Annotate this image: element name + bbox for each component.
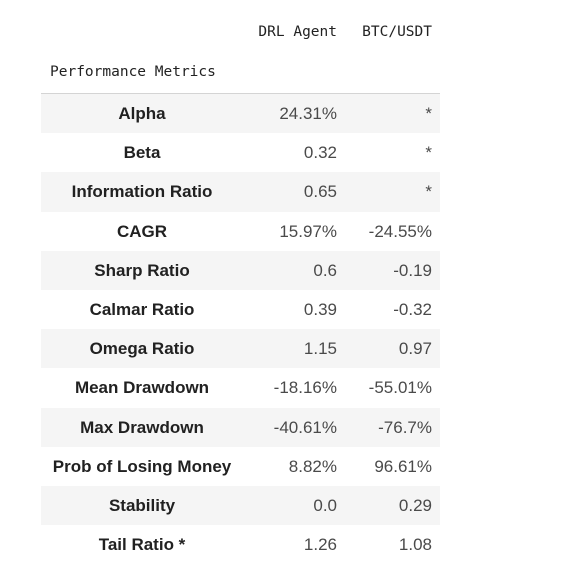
btc-usdt-value: * <box>425 182 432 202</box>
btc-usdt-value: -76.7% <box>378 417 432 437</box>
metric-name: Calmar Ratio <box>89 299 195 319</box>
btc-usdt-value: -0.19 <box>393 260 432 280</box>
drl-agent-value: -40.61% <box>273 417 337 437</box>
performance-metrics-table: DRL Agent BTC/USDT Performance Metrics A… <box>41 14 440 564</box>
table-row: Stability 0.0 0.29 <box>41 485 440 526</box>
metric-name: Stability <box>108 495 176 515</box>
drl-agent-value: -18.16% <box>273 378 337 398</box>
table-row: Tail Ratio * 1.26 1.08 <box>41 525 440 564</box>
drl-agent-value: 0.6 <box>313 260 337 280</box>
index-title: Performance Metrics <box>50 64 216 80</box>
table-row: Omega Ratio 1.15 0.97 <box>41 329 440 369</box>
metric-name: Max Drawdown <box>80 417 204 437</box>
column-header-btc-usdt: BTC/USDT <box>362 24 432 40</box>
metric-name: Information Ratio <box>71 182 213 202</box>
drl-agent-value: 1.26 <box>303 535 337 555</box>
table-row: Calmar Ratio 0.39 -0.32 <box>41 290 440 329</box>
table-row: Sharp Ratio 0.6 -0.19 <box>41 250 440 290</box>
drl-agent-value: 15.97% <box>279 221 337 241</box>
metric-name: Omega Ratio <box>89 339 195 359</box>
table-row: Max Drawdown -40.61% -76.7% <box>41 407 440 447</box>
drl-agent-value: 0.65 <box>303 182 337 202</box>
table-row: Beta 0.32 * <box>41 133 440 172</box>
drl-agent-value: 0.32 <box>303 143 337 163</box>
metric-name: Tail Ratio * <box>98 535 186 555</box>
column-header-row: DRL Agent BTC/USDT <box>41 14 440 54</box>
drl-agent-value: 1.15 <box>303 339 337 359</box>
table-body: Alpha 24.31% * Beta 0.32 * Information Ratio 0.… <box>41 94 440 564</box>
drl-agent-value: 8.82% <box>288 456 337 476</box>
btc-usdt-value: * <box>425 104 432 123</box>
metric-name: Mean Drawdown <box>74 378 210 398</box>
table-row: CAGR 15.97% -24.55% <box>41 212 440 251</box>
metric-name: Sharp Ratio <box>94 260 190 280</box>
btc-usdt-value: -0.32 <box>393 299 432 319</box>
btc-usdt-value: 0.29 <box>398 495 432 515</box>
metric-name: CAGR <box>116 221 168 241</box>
drl-agent-value: 0.39 <box>303 299 337 319</box>
btc-usdt-value: -55.01% <box>368 378 432 398</box>
btc-usdt-value: * <box>425 143 432 163</box>
drl-agent-value: 0.0 <box>313 495 337 515</box>
drl-agent-value: 24.31% <box>279 104 337 123</box>
table-row: Mean Drawdown -18.16% -55.01% <box>41 368 440 407</box>
metric-name: Beta <box>123 143 161 163</box>
metric-name: Prob of Losing Money <box>52 456 232 476</box>
btc-usdt-value: 1.08 <box>398 535 432 555</box>
btc-usdt-value: 0.97 <box>398 339 432 359</box>
btc-usdt-value: 96.61% <box>374 456 432 476</box>
table-row: Alpha 24.31% * <box>41 94 440 134</box>
btc-usdt-value: -24.55% <box>368 221 432 241</box>
metric-name: Alpha <box>118 104 166 123</box>
table-row: Prob of Losing Money 8.82% 96.61% <box>41 447 440 486</box>
table-row: Information Ratio 0.65 * <box>41 172 440 212</box>
index-header-row: Performance Metrics <box>41 54 440 94</box>
column-header-drl-agent: DRL Agent <box>258 24 337 40</box>
